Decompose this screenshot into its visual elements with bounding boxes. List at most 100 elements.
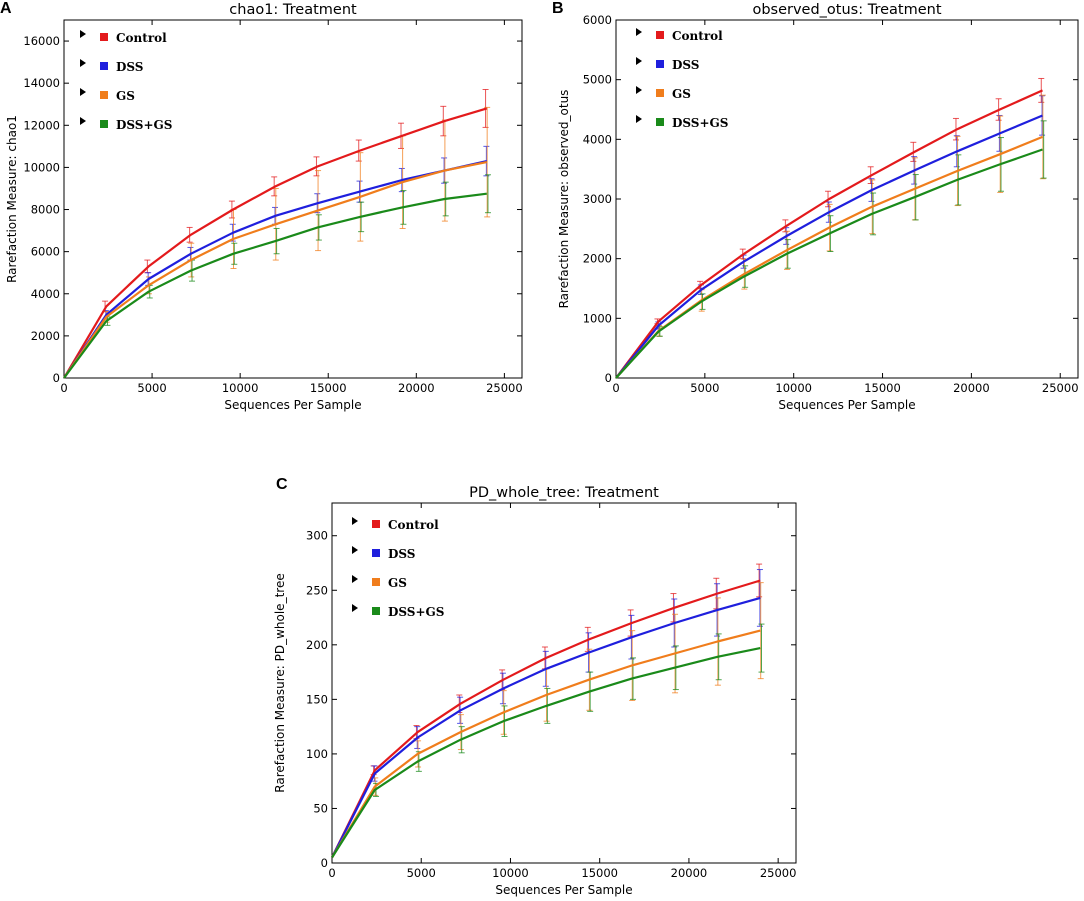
- y-tick-label: 1000: [583, 311, 612, 325]
- x-tick-label: 0: [60, 381, 67, 395]
- y-tick-label: 12000: [23, 118, 60, 132]
- legend-arrow-icon: [352, 575, 358, 583]
- x-tick-label: 15000: [310, 381, 347, 395]
- dss-gs-line: [615, 148, 1043, 379]
- panel-a: A chao1: Treatment 0 5000 10000 15000 20000 25…: [0, 0, 540, 420]
- dss-gs-line: [63, 192, 487, 379]
- pd-whole-tree-chart: PD_whole_tree: Treatment 0 5000 10000 15000 2…: [273, 485, 797, 897]
- panel-letter: B: [552, 0, 564, 17]
- dss-line: [331, 596, 761, 858]
- y-tick-label: 16000: [23, 34, 60, 48]
- y-tick-label: 10000: [23, 160, 60, 174]
- dss-gs-legend-swatch: [100, 120, 108, 128]
- chart-title: PD_whole_tree: Treatment: [469, 485, 659, 501]
- plot-area: [615, 19, 1079, 379]
- control-legend-swatch: [372, 520, 380, 528]
- chart-title: chao1: Treatment: [229, 2, 357, 18]
- legend-arrow-icon: [636, 115, 642, 123]
- x-tick-label: 10000: [492, 866, 529, 880]
- x-tick-label: 20000: [953, 381, 990, 395]
- legend-arrow-icon: [352, 546, 358, 554]
- gs-line: [331, 629, 761, 859]
- legend-arrow-icon: [80, 88, 86, 96]
- x-tick-label: 5000: [137, 381, 166, 395]
- control-line: [63, 107, 488, 379]
- panel-letter: A: [0, 0, 12, 17]
- dss-line: [63, 160, 488, 379]
- control-line: [615, 89, 1043, 379]
- dss-legend-label: DSS: [388, 547, 415, 561]
- x-tick-label: 10000: [775, 381, 812, 395]
- y-axis-label: Rarefaction Measure: observed_otus: [557, 90, 571, 309]
- dss-gs-legend-label: DSS+GS: [116, 118, 172, 132]
- dss-legend-swatch: [372, 549, 380, 557]
- y-tick-label: 100: [306, 747, 328, 761]
- dss-legend-label: DSS: [672, 58, 699, 72]
- legend-arrow-icon: [352, 604, 358, 612]
- control-legend-label: Control: [388, 518, 439, 532]
- control-legend-swatch: [656, 31, 664, 39]
- x-tick-label: 25000: [486, 381, 523, 395]
- x-axis-label: Sequences Per Sample: [778, 398, 915, 412]
- y-tick-label: 4000: [583, 132, 612, 146]
- chart-title: observed_otus: Treatment: [752, 2, 941, 18]
- control-legend-label: Control: [116, 31, 167, 45]
- gs-line: [63, 161, 488, 379]
- panel-letter: C: [276, 476, 288, 493]
- legend-arrow-icon: [636, 28, 642, 36]
- y-tick-label: 0: [321, 856, 328, 870]
- dss-legend-swatch: [100, 62, 108, 70]
- y-tick-label: 6000: [31, 245, 60, 259]
- chao1-chart: chao1: Treatment 0 5000 10000 15000 20000 2500…: [5, 2, 523, 412]
- x-tick-label: 5000: [407, 866, 436, 880]
- legend-arrow-icon: [80, 59, 86, 67]
- y-tick-label: 300: [306, 529, 328, 543]
- legend-arrow-icon: [636, 86, 642, 94]
- x-tick-label: 10000: [222, 381, 259, 395]
- y-tick-label: 8000: [31, 203, 60, 217]
- y-tick-label: 6000: [583, 13, 612, 27]
- plot-area: [331, 502, 797, 864]
- dss-gs-legend-label: DSS+GS: [388, 605, 444, 619]
- x-tick-label: 25000: [1042, 381, 1079, 395]
- dss-gs-legend-swatch: [656, 118, 664, 126]
- dss-legend-swatch: [656, 60, 664, 68]
- y-axis-label: Rarefaction Measure: chao1: [5, 115, 19, 283]
- gs-legend-swatch: [372, 578, 380, 586]
- y-tick-label: 0: [53, 371, 60, 385]
- y-tick-label: 150: [306, 692, 328, 706]
- x-tick-label: 0: [328, 866, 335, 880]
- x-tick-label: 25000: [760, 866, 797, 880]
- y-tick-label: 200: [306, 638, 328, 652]
- dss-gs-series: [656, 120, 1047, 337]
- y-tick-label: 250: [306, 583, 328, 597]
- y-tick-label: 3000: [583, 192, 612, 206]
- panel-c: C PD_whole_tree: Treatment 0 5000 10000 1500…: [268, 476, 808, 901]
- legend-arrow-icon: [352, 517, 358, 525]
- gs-legend-swatch: [656, 89, 664, 97]
- gs-legend-label: GS: [672, 87, 691, 101]
- dss-gs-legend-label: DSS+GS: [672, 116, 728, 130]
- panel-b: B observed_otus: Treatment 0 5000 10000 1500…: [552, 0, 1084, 420]
- y-tick-label: 4000: [31, 287, 60, 301]
- gs-legend-swatch: [100, 91, 108, 99]
- y-tick-label: 2000: [583, 252, 612, 266]
- y-axis-label: Rarefaction Measure: PD_whole_tree: [273, 573, 287, 792]
- x-tick-label: 15000: [864, 381, 901, 395]
- dss-line: [615, 114, 1043, 379]
- legend-arrow-icon: [80, 117, 86, 125]
- dss-gs-line: [331, 647, 761, 859]
- gs-legend-label: GS: [116, 89, 135, 103]
- control-line: [331, 579, 761, 858]
- control-legend-swatch: [100, 33, 108, 41]
- legend-arrow-icon: [636, 57, 642, 65]
- x-tick-label: 20000: [398, 381, 435, 395]
- x-tick-label: 15000: [581, 866, 618, 880]
- x-tick-label: 5000: [690, 381, 719, 395]
- y-tick-label: 50: [313, 801, 328, 815]
- dss-legend-label: DSS: [116, 60, 143, 74]
- x-axis-label: Sequences Per Sample: [224, 398, 361, 412]
- y-tick-label: 0: [605, 371, 612, 385]
- gs-legend-label: GS: [388, 576, 407, 590]
- y-tick-label: 5000: [583, 73, 612, 87]
